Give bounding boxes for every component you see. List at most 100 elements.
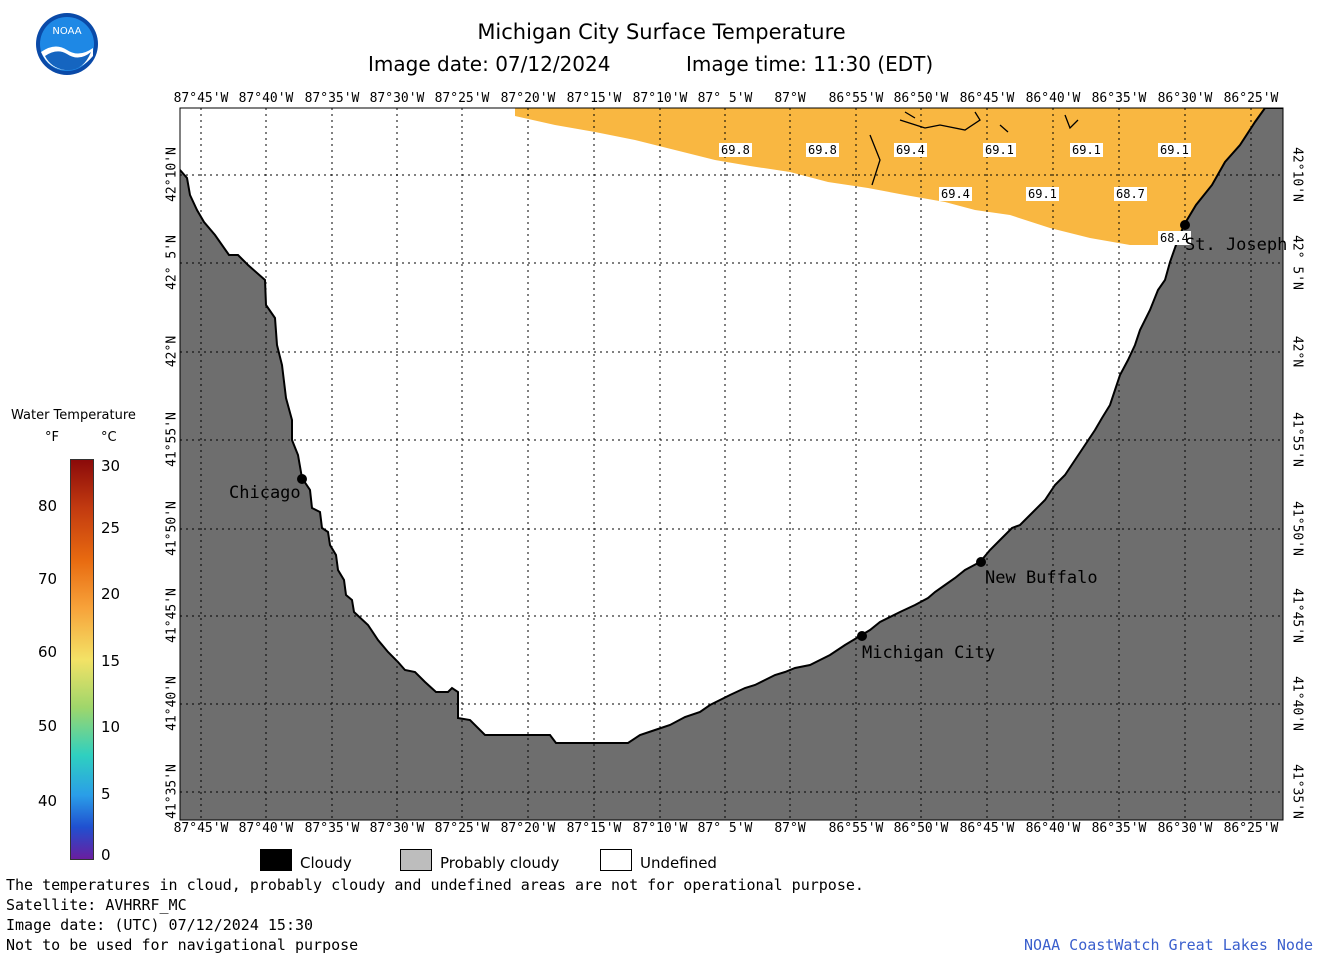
lon-label-bottom: 87°45'W	[173, 821, 229, 836]
probably-cloudy-swatch	[400, 849, 432, 871]
temp-value-label: 69.1	[983, 143, 1016, 157]
footer-image-date-utc: Image date: (UTC) 07/12/2024 15:30	[6, 916, 314, 934]
temp-value-label: 68.4	[1158, 231, 1191, 245]
colorbar-tick-f: 60	[38, 643, 58, 661]
city-label-michigan-city: Michigan City	[862, 643, 996, 663]
footer-disclaimer: The temperatures in cloud, probably clou…	[6, 876, 864, 894]
lon-label-top: 87°40'W	[238, 91, 294, 106]
lat-label-left: 41°45'N	[164, 588, 180, 643]
lat-label-right: 42° 5'N	[1289, 235, 1305, 290]
temp-value-label: 69.1	[1158, 143, 1191, 157]
lat-label-right: 42°N	[1289, 335, 1305, 368]
lat-label-right: 41°35'N	[1289, 764, 1305, 819]
warm-water-region	[515, 108, 1265, 245]
colorbar-title: Water Temperature	[11, 408, 136, 423]
lat-label-left: 42°10'N	[164, 147, 180, 202]
lat-label-right: 41°50'N	[1289, 501, 1305, 556]
lon-label-bottom: 86°30'W	[1157, 821, 1213, 836]
colorbar-tick-c: 0	[101, 846, 111, 864]
lat-label-left: 42°N	[164, 335, 180, 368]
colorbar-tick-c: 15	[101, 652, 121, 670]
colorbar	[70, 459, 94, 860]
colorbar-tick-c: 5	[101, 785, 111, 803]
lon-label-top: 87°15'W	[566, 91, 622, 106]
colorbar-unit-c: °C	[101, 430, 117, 445]
credit-link[interactable]: NOAA CoastWatch Great Lakes Node	[1024, 936, 1313, 954]
lat-label-right: 41°45'N	[1289, 588, 1305, 643]
footer-satellite: Satellite: AVHRRF_MC	[6, 896, 187, 914]
legend-cloudy-label: Cloudy	[300, 854, 352, 872]
noaa-logo: NOAA	[36, 13, 98, 75]
lon-label-bottom: 87°20'W	[500, 821, 556, 836]
lon-label-bottom: 87°15'W	[566, 821, 622, 836]
legend-undefined: Undefined	[600, 849, 750, 872]
city-label-chicago: Chicago	[229, 483, 301, 503]
colorbar-unit-f: °F	[45, 430, 59, 445]
temp-value-label: 69.1	[1026, 187, 1059, 201]
temp-value-label: 69.4	[894, 143, 927, 157]
image-time: Image time: 11:30 (EDT)	[686, 52, 934, 76]
lon-label-top: 87°35'W	[304, 91, 360, 106]
lon-label-top: 86°55'W	[828, 91, 884, 106]
lon-label-bottom: 86°55'W	[828, 821, 884, 836]
lon-label-top: 86°45'W	[959, 91, 1015, 106]
lon-label-bottom: 87° 5'W	[697, 821, 753, 836]
undefined-swatch	[600, 849, 632, 871]
colorbar-tick-c: 30	[101, 457, 121, 475]
lon-label-top: 86°40'W	[1025, 91, 1081, 106]
marker-michigan-city	[857, 631, 867, 641]
lat-label-right: 41°40'N	[1289, 676, 1305, 731]
temp-value-label: 69.8	[806, 143, 839, 157]
marker-st-joseph	[1180, 220, 1190, 230]
grid-lines	[180, 108, 1283, 820]
lon-label-bottom: 86°35'W	[1091, 821, 1147, 836]
lat-label-right: 41°55'N	[1289, 412, 1305, 467]
lat-label-left: 41°35'N	[164, 764, 180, 819]
chart-title: Michigan City Surface Temperature	[477, 20, 846, 44]
colorbar-tick-f: 70	[38, 570, 58, 588]
land-region	[180, 108, 1283, 820]
cloudy-swatch	[260, 849, 292, 871]
colorbar-tick-c: 25	[101, 519, 121, 537]
temp-value-label: 69.8	[719, 143, 752, 157]
temp-value-label: 69.4	[939, 187, 972, 201]
lat-label-left: 41°40'N	[164, 676, 180, 731]
colorbar-tick-f: 50	[38, 717, 58, 735]
lat-label-left: 42° 5'N	[164, 235, 180, 290]
lon-label-bottom: 87°W	[774, 821, 806, 836]
lat-label-left: 41°55'N	[164, 412, 180, 467]
legend-cloudy: Cloudy	[260, 849, 400, 872]
lon-label-bottom: 87°30'W	[369, 821, 425, 836]
lon-label-bottom: 86°45'W	[959, 821, 1015, 836]
lon-label-bottom: 87°10'W	[632, 821, 688, 836]
image-date: Image date: 07/12/2024	[368, 52, 611, 76]
colorbar-tick-f: 80	[38, 497, 58, 515]
lon-label-top: 86°50'W	[893, 91, 949, 106]
lon-label-top: 87° 5'W	[697, 91, 753, 106]
legend-probably-cloudy: Probably cloudy	[400, 849, 590, 872]
lon-label-bottom: 86°25'W	[1223, 821, 1279, 836]
lon-label-bottom: 87°40'W	[238, 821, 294, 836]
colorbar-tick-f: 40	[38, 792, 58, 810]
lat-label-left: 41°50'N	[164, 501, 180, 556]
legend-undefined-label: Undefined	[640, 854, 717, 872]
legend-probably-cloudy-label: Probably cloudy	[440, 854, 560, 872]
map-frame	[179, 107, 1284, 821]
marker-new-buffalo	[976, 557, 986, 567]
lon-label-top: 87°30'W	[369, 91, 425, 106]
lon-label-bottom: 86°40'W	[1025, 821, 1081, 836]
lat-label-right: 42°10'N	[1289, 147, 1305, 202]
marker-chicago	[297, 474, 307, 484]
shoreline-detail	[869, 111, 1079, 186]
lon-label-top: 87°W	[774, 91, 806, 106]
city-label-new-buffalo: New Buffalo	[985, 568, 1098, 588]
lon-label-top: 87°45'W	[173, 91, 229, 106]
colorbar-tick-c: 10	[101, 718, 121, 736]
lon-label-bottom: 87°35'W	[304, 821, 360, 836]
lon-label-top: 87°10'W	[632, 91, 688, 106]
colorbar-tick-c: 20	[101, 585, 121, 603]
svg-text:NOAA: NOAA	[52, 26, 81, 37]
footer-navigation-warning: Not to be used for navigational purpose	[6, 936, 359, 954]
lon-label-top: 87°20'W	[500, 91, 556, 106]
